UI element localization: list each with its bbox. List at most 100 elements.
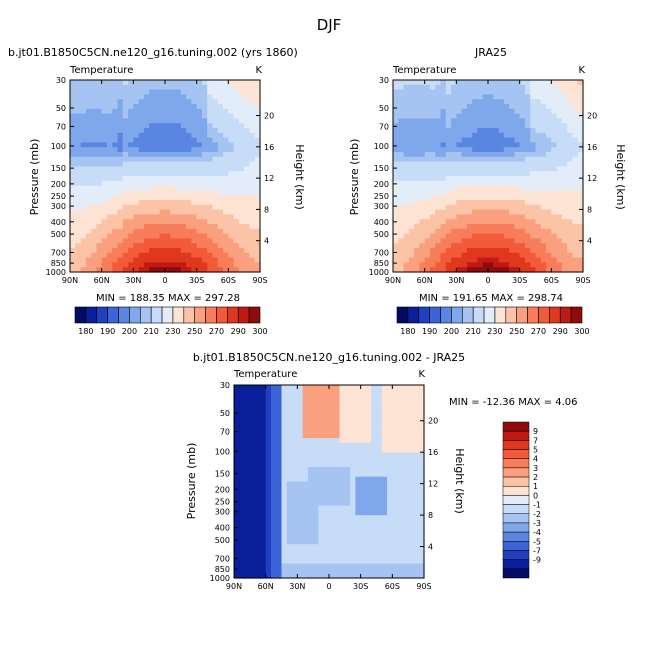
field-cell (302, 524, 309, 531)
field-cell (101, 152, 108, 158)
field-cell (286, 476, 293, 483)
field-cell (276, 389, 283, 396)
field-cell (196, 248, 203, 254)
field-cell (276, 385, 283, 391)
field-cell (334, 471, 341, 478)
field-cell (112, 142, 119, 148)
field-cell (323, 553, 330, 560)
field-cell (419, 262, 426, 268)
field-cell (350, 447, 356, 454)
field-cell (567, 161, 574, 167)
field-cell (329, 495, 335, 502)
field-cell (387, 549, 393, 555)
field-cell (286, 534, 293, 540)
field-cell (133, 137, 140, 143)
field-cell (270, 505, 277, 512)
field-cell (461, 84, 468, 91)
field-cell (75, 84, 82, 91)
field-cell (101, 89, 108, 95)
field-cell (313, 491, 320, 497)
field-cell (80, 176, 87, 182)
field-cell (445, 190, 452, 196)
field-cell (365, 433, 372, 439)
field-cell (249, 389, 256, 396)
field-cell (440, 262, 447, 268)
field-cell (244, 442, 251, 449)
field-cell (80, 219, 87, 225)
field-cell (577, 248, 584, 254)
field-cell (429, 128, 436, 134)
field-cell (577, 214, 584, 220)
field-cell (546, 108, 552, 115)
field-cell (106, 128, 113, 134)
field-cell (414, 252, 420, 259)
field-cell (519, 113, 526, 119)
field-cell (392, 447, 399, 454)
colorbar-label: -5 (533, 537, 541, 546)
field-cell (376, 423, 383, 430)
field-cell (339, 457, 346, 463)
field-cell (281, 553, 288, 560)
field-cell (456, 267, 463, 273)
field-cell (371, 553, 378, 560)
field-cell (419, 171, 426, 177)
field-cell (154, 80, 161, 86)
field-cell (143, 224, 150, 230)
field-cell (540, 113, 547, 119)
field-cell (440, 137, 447, 143)
field-cell (418, 471, 425, 478)
field-cell (387, 515, 393, 521)
field-cell (355, 457, 362, 463)
field-cell (265, 428, 272, 434)
field-cell (551, 190, 558, 196)
field-cell (286, 394, 293, 401)
field-cell (435, 224, 442, 230)
field-cell (429, 243, 436, 249)
field-cell (112, 147, 119, 153)
field-cell (106, 171, 113, 177)
field-cell (376, 442, 383, 449)
field-cell (143, 84, 150, 91)
field-cell (419, 118, 426, 124)
field-cell (360, 467, 367, 473)
field-cell (281, 544, 288, 550)
field-cell (286, 505, 293, 512)
field-cell (112, 209, 119, 215)
field-cell (503, 224, 510, 230)
field-cell (249, 243, 256, 249)
field-cell (456, 262, 463, 268)
field-cell (429, 267, 436, 273)
field-cell (323, 515, 330, 521)
field-cell (408, 262, 415, 268)
field-cell (381, 471, 388, 478)
field-cell (244, 171, 251, 177)
field-cell (149, 84, 156, 91)
field-cell (234, 491, 240, 497)
field-cell (418, 515, 425, 521)
field-cell (482, 108, 489, 115)
field-cell (503, 161, 510, 167)
field-cell (212, 176, 219, 182)
field-cell (519, 132, 526, 139)
field-cell (318, 452, 325, 458)
field-cell (493, 228, 500, 235)
colorbar-swatch (248, 306, 261, 324)
field-cell (556, 219, 563, 225)
field-cell (260, 399, 267, 405)
field-cell (561, 267, 568, 273)
field-cell (318, 471, 325, 478)
field-cell (196, 166, 203, 172)
field-cell (461, 152, 468, 158)
field-cell (488, 228, 494, 235)
field-cell (461, 262, 468, 268)
field-cell (360, 442, 367, 449)
field-cell (255, 520, 261, 526)
field-cell (96, 128, 103, 134)
field-cell (122, 171, 129, 177)
field-cell (255, 409, 261, 415)
field-cell (138, 137, 145, 143)
field-cell (101, 161, 108, 167)
field-cell (418, 481, 425, 487)
field-cell (122, 147, 129, 153)
field-cell (112, 200, 119, 206)
